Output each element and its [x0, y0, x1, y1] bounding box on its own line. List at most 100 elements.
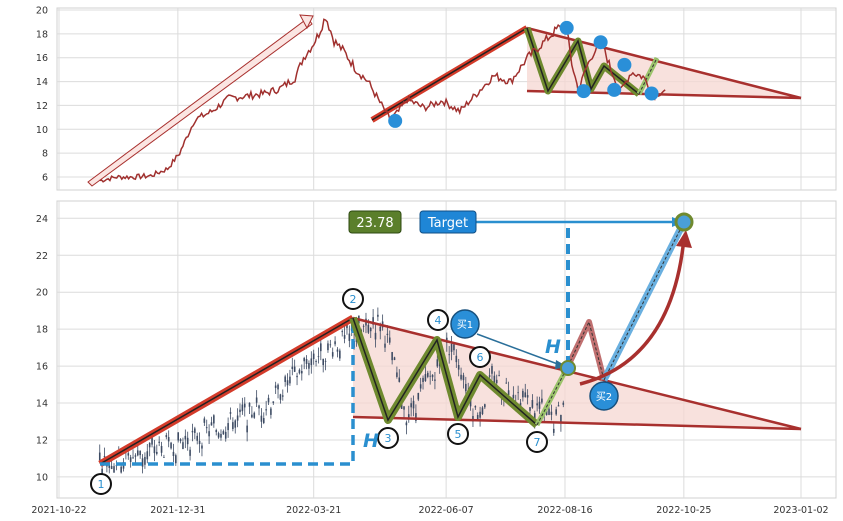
candle-body [533, 413, 536, 420]
wave-point-7-marker [526, 431, 548, 453]
candle-body [469, 399, 472, 407]
x-tick-label: 2022-06-07 [419, 505, 474, 516]
top-y-tick-label: 6 [42, 173, 48, 184]
candle-body [450, 343, 453, 352]
target-label-box [419, 210, 477, 234]
candle-body [410, 403, 412, 408]
candle-body [151, 437, 153, 445]
candle-body [493, 375, 496, 384]
buy-point-labels: 买1 买2 [450, 309, 619, 411]
top-pivot-marker [559, 20, 574, 35]
wave-point-4-label: 4 [435, 314, 442, 327]
candle-body [194, 428, 196, 433]
height-measure-dashed [100, 318, 355, 466]
candle-body [203, 418, 206, 423]
bottom-lower-trendline [352, 415, 802, 431]
candle-body [239, 409, 241, 413]
candle-body [374, 332, 377, 340]
candle-body [191, 430, 194, 433]
candle-body [522, 390, 524, 398]
candle-body [555, 409, 557, 415]
candle-body [538, 401, 541, 409]
candle-body [415, 413, 417, 421]
candle-body [462, 375, 465, 381]
candle-body [552, 428, 555, 433]
candle-body [507, 390, 510, 396]
top-black-trendline [371, 27, 528, 121]
buy1-pointer [476, 333, 564, 367]
candle-body [327, 343, 329, 351]
candle-body [291, 366, 294, 369]
target-value-box [348, 210, 402, 234]
candle-body [431, 374, 434, 378]
candle-body [301, 371, 303, 374]
candle-body [453, 344, 455, 351]
x-tick-label: 2022-03-21 [286, 505, 341, 516]
breakout-dash [536, 365, 569, 426]
target-value: 23.78 [356, 216, 393, 231]
candle-body [315, 361, 317, 362]
candle-body [305, 359, 308, 364]
candle-body [101, 468, 103, 475]
candle-body [298, 369, 301, 374]
candle-body [562, 402, 565, 405]
candle-body [220, 433, 222, 438]
bottom-annotations [98, 212, 802, 468]
candle-body [391, 352, 393, 361]
wave-point-1-marker [90, 473, 112, 495]
bottom-y-tick-label: 14 [36, 399, 48, 410]
candle-body [317, 356, 320, 358]
candle-body [422, 377, 424, 383]
candle-body [460, 374, 462, 380]
top-pivot-marker [576, 84, 591, 99]
candle-body [417, 392, 420, 400]
top-wave-black [526, 27, 640, 95]
candle-body [258, 405, 260, 409]
candle-body [251, 414, 253, 418]
candle-body [377, 314, 379, 317]
candle-body [484, 404, 486, 408]
candle-body [388, 337, 391, 343]
candle-body [260, 415, 263, 422]
price-series-line [99, 18, 666, 183]
candle-body [550, 411, 553, 415]
top-y-tick-label: 10 [36, 125, 48, 136]
x-tick-label: 2022-10-25 [656, 505, 711, 516]
candle-body [293, 366, 296, 372]
candle-body [531, 400, 534, 408]
bottom-y-tick-label: 10 [36, 472, 48, 483]
candle-body [153, 446, 156, 454]
candle-body [526, 395, 529, 398]
candle-body [331, 352, 334, 357]
candle-body [312, 353, 315, 359]
target-label: Target [427, 216, 468, 231]
candle-body [253, 412, 256, 418]
candle-body [241, 404, 244, 412]
height-label-left: H [363, 430, 379, 452]
projection-curve [579, 237, 686, 386]
candle-body [436, 359, 439, 367]
top-y-tick-label: 16 [36, 53, 48, 64]
bottom-y-tick-label: 22 [36, 251, 48, 262]
candle-body [272, 401, 275, 403]
bottom-y-tick-label: 20 [36, 288, 48, 299]
candle-body [296, 375, 298, 378]
candle-body [189, 449, 191, 456]
candle-body [175, 455, 177, 464]
candle-body [386, 333, 389, 336]
candle-body [170, 442, 172, 449]
candle-body [113, 466, 115, 473]
candle-body [234, 420, 237, 428]
candle-body [512, 394, 515, 399]
candle-body [426, 372, 429, 377]
candle-body [184, 435, 187, 440]
candle-body [134, 455, 137, 457]
projection-curve-head [676, 230, 692, 248]
candle-body [146, 451, 149, 460]
x-tick-label: 2023-01-02 [773, 505, 828, 516]
candle-body [141, 458, 144, 467]
candle-body [548, 408, 550, 415]
pullback-dash [567, 320, 605, 381]
candle-body [158, 441, 160, 443]
bottom-y-axis: 10 12 14 16 18 20 22 24 [36, 214, 48, 484]
